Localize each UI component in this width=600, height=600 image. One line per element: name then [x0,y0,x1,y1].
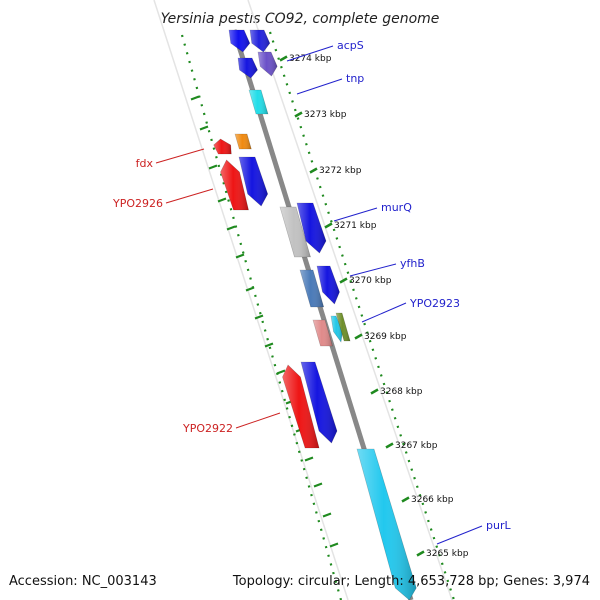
gene-feature [234,133,252,150]
gene-leader-line [165,188,214,204]
minor-tick [254,314,264,320]
gene-label: YPO2923 [409,297,460,310]
minor-tick [322,512,332,518]
tick-label: 3269 kbp [364,332,407,342]
minor-tick [208,164,218,170]
tick-label: 3265 kbp [426,549,469,559]
gene-leader-line [333,207,378,222]
tick-label: 3266 kbp [411,495,454,505]
accession-text: Accession: NC_003143 [9,574,157,589]
gene-label: YPO2922 [182,422,233,435]
gene-feature [228,29,251,53]
gene-leader-line [155,148,205,164]
gene-labels: acpS tnp fdx YPO2926 murQ yfhB YPO2923 YPO2922 p… [112,39,511,545]
track-border-line [247,0,453,600]
gene-feature [249,29,271,53]
tick-mark [324,222,333,229]
gene-label: yfhB [400,257,425,270]
minor-tick [217,197,227,203]
tick-label: 3268 kbp [380,387,423,397]
tick-mark [370,388,379,395]
minor-tick [264,342,274,348]
gene-leader-line [436,525,483,545]
minor-tick [199,125,209,131]
minor-tick [304,456,314,462]
tick-mark [279,55,288,62]
tick-marks: 3274 kbp 3273 kbp 3272 kbp 3271 kbp 3270 kbp… [180,31,469,600]
tick-mark [339,277,348,284]
topology-text: Topology: circular; Length: 4,653,728 bp… [232,574,590,589]
minor-tick [276,369,286,375]
tick-mark [401,496,410,503]
minor-tick [245,286,255,292]
gene-leader-line [349,263,397,277]
gene-leader-line [296,78,343,95]
minor-tick [313,482,323,488]
tick-label: 3271 kbp [334,221,377,231]
tick-label: 3272 kbp [319,166,362,176]
gene-feature [257,51,278,77]
tick-label: 3274 kbp [289,54,332,64]
gene-leader-line [286,45,334,62]
tick-mark [354,333,363,340]
gene-label: tnp [346,72,364,85]
minor-tick [329,542,339,548]
minor-tick [190,95,200,101]
gene-leader-line [361,302,407,323]
track-border-line [153,0,349,600]
gene-label: murQ [381,201,412,214]
tick-mark [294,111,303,118]
minor-tick [235,253,245,259]
tick-rail [268,31,456,600]
tick-mark [385,442,394,449]
track-borders [153,0,453,600]
tick-label: 3270 kbp [349,276,392,286]
tick-label: 3273 kbp [304,110,347,120]
gene-leader-line [235,412,281,429]
minor-tick [226,225,236,231]
gene-label: fdx [136,157,154,170]
map-title: Yersinia pestis CO92, complete genome [161,11,440,27]
tick-label: 3267 kbp [395,441,438,451]
gene-label: purL [486,519,511,532]
gene-feature [248,89,269,115]
gene-feature [213,138,232,155]
tick-mark [309,167,318,174]
gene-label: acpS [337,39,364,52]
gene-label: YPO2926 [112,197,163,210]
tick-mark [416,550,425,557]
gene-feature [237,57,258,79]
